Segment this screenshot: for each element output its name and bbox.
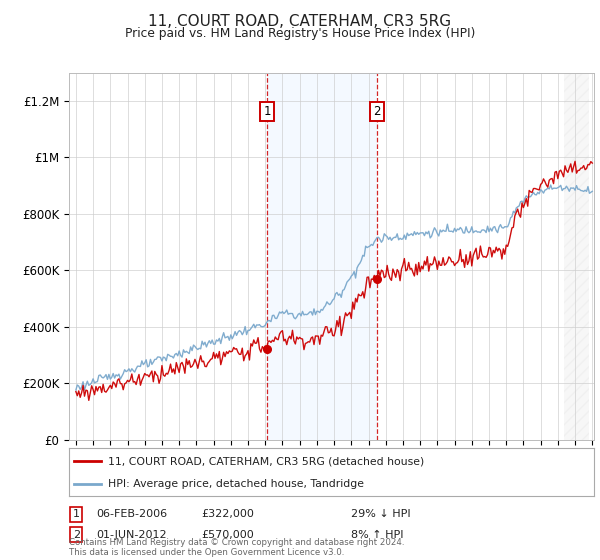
Text: Price paid vs. HM Land Registry's House Price Index (HPI): Price paid vs. HM Land Registry's House … — [125, 27, 475, 40]
Text: £570,000: £570,000 — [201, 530, 254, 540]
Bar — [267, 73, 377, 440]
Text: £322,000: £322,000 — [201, 509, 254, 519]
Text: 06-FEB-2006: 06-FEB-2006 — [96, 509, 167, 519]
Text: 11, COURT ROAD, CATERHAM, CR3 5RG (detached house): 11, COURT ROAD, CATERHAM, CR3 5RG (detac… — [109, 456, 425, 466]
Text: HPI: Average price, detached house, Tandridge: HPI: Average price, detached house, Tand… — [109, 479, 364, 489]
Text: 8% ↑ HPI: 8% ↑ HPI — [351, 530, 404, 540]
Text: 11, COURT ROAD, CATERHAM, CR3 5RG: 11, COURT ROAD, CATERHAM, CR3 5RG — [148, 14, 452, 29]
Bar — [563, 73, 589, 440]
Text: 29% ↓ HPI: 29% ↓ HPI — [351, 509, 410, 519]
Text: 1: 1 — [263, 105, 271, 118]
Text: 01-JUN-2012: 01-JUN-2012 — [96, 530, 167, 540]
Text: Contains HM Land Registry data © Crown copyright and database right 2024.
This d: Contains HM Land Registry data © Crown c… — [69, 538, 404, 557]
Text: 2: 2 — [73, 530, 80, 540]
Text: 1: 1 — [73, 509, 80, 519]
Text: 2: 2 — [373, 105, 381, 118]
